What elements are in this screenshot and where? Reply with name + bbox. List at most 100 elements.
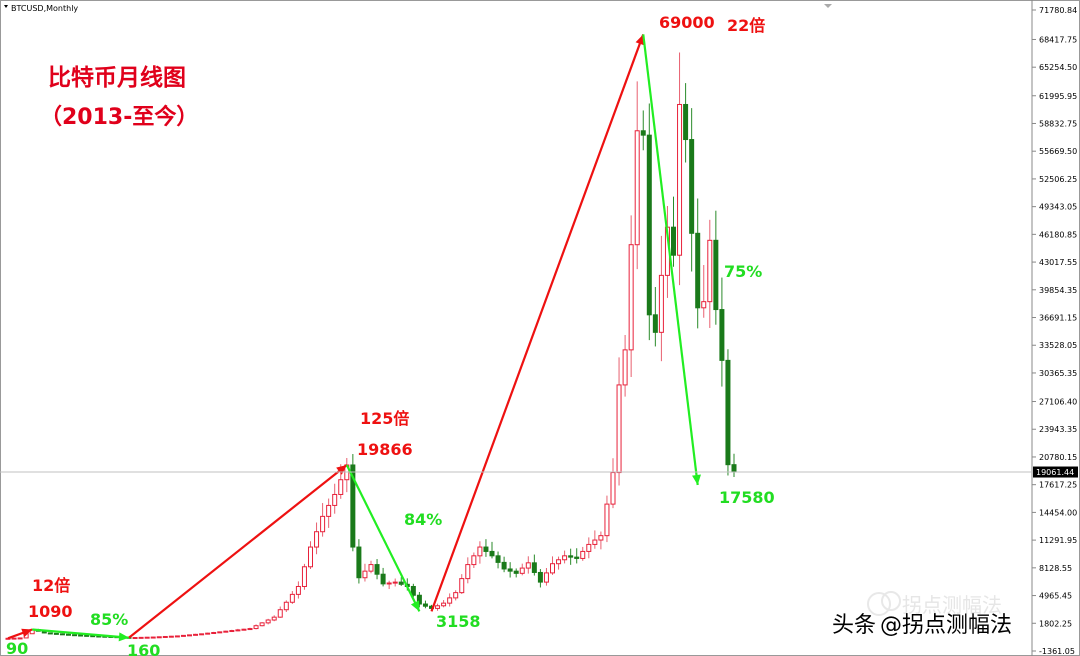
candle-body [138,636,144,639]
y-tick-label: 71780.84 [1039,6,1077,15]
candle-body [725,359,731,466]
candle-body [441,602,447,607]
chart-title: 比特币月线图 [48,64,186,91]
candle-body [513,570,519,574]
candle-body [622,349,628,386]
candle-body [422,603,428,607]
watermark: 拐点测幅法 头条 @拐点测幅法 [832,591,1012,638]
candle-body [78,634,84,637]
candle-body [610,472,616,505]
candle-body [695,232,701,309]
candle-body [132,637,138,640]
annotation-label: 17580 [719,488,775,507]
trend-line-down [32,628,130,639]
arrow-head-icon [118,632,129,642]
candle-body [301,566,307,587]
candle-body [398,581,404,585]
y-tick-label: 1802.25 [1039,619,1072,628]
candle-body [150,636,156,639]
candle-body [592,539,598,545]
candle-body [205,632,211,635]
y-tick-label: 30365.35 [1039,369,1077,378]
candle-body [556,559,562,565]
candle-body [501,561,507,570]
candle-body [168,635,174,638]
annotation-label: 85% [90,610,128,629]
candle-body [677,103,683,256]
candle-body [598,535,604,541]
candle-body [537,571,543,583]
candle-body [241,628,247,631]
annotation-label: 84% [404,510,442,529]
annotation-label: 75% [724,262,762,281]
candle-body [338,479,344,495]
y-tick-label: 61995.95 [1039,92,1077,101]
watermark-platform: 头条 [832,613,876,638]
candle-body [380,573,386,585]
candle-body [550,563,555,574]
y-tick-label: 11291.95 [1039,536,1077,545]
candle-body [646,134,652,316]
y-tick-label: 4965.45 [1039,592,1072,601]
candle-body [543,572,549,583]
candle-body [84,634,90,637]
annotation-label: 160 [127,641,160,656]
candle-body [477,546,483,557]
candle-body [283,601,289,611]
y-tick-label: 8128.55 [1039,564,1072,573]
candle-body [199,633,205,636]
candle-body [259,622,265,627]
y-tick-label: 49343.05 [1039,203,1077,212]
candle-body [223,630,229,633]
candle-body [289,593,295,603]
candle-body [308,546,313,568]
candle-body [247,628,253,631]
current-price-label: 19061.44 [1036,468,1074,477]
arrow-head-icon [21,628,33,638]
watermark-faded-account: 拐点测幅法 [902,593,1002,617]
scroll-arrow-icon[interactable] [824,4,832,8]
candle-body [271,616,277,621]
candle-body [211,631,217,634]
arrow-head-icon [635,34,645,46]
trend-line-up [128,464,348,639]
y-tick-label: 46180.85 [1039,230,1077,239]
y-tick-label: -1361.05 [1039,647,1075,656]
candle-body [53,632,59,635]
candle-body [616,384,622,474]
candle-body [701,301,707,309]
candle-body [628,244,634,351]
candle-body [604,503,610,537]
candle-body [235,629,241,632]
annotation-label: 69000 [659,13,715,32]
candle-body [295,585,301,595]
annotation-label: 12倍 [32,576,70,595]
annotation-label: 22倍 [727,16,765,35]
candle-body [586,543,592,552]
wechat-logo-icon [867,592,891,616]
y-tick-label: 68417.75 [1039,35,1077,44]
candle-body [483,546,489,552]
y-tick-label: 43017.55 [1039,258,1077,267]
candle-body [180,634,186,637]
candle-body [689,139,695,234]
candle-body [162,635,168,638]
candle-body [187,634,192,637]
annotation-label: 19866 [357,440,413,459]
chart-subtitle: （2013-至今） [40,104,198,130]
candle-body [320,515,326,533]
candle-body [332,493,338,506]
y-tick-label: 36691.15 [1039,314,1077,323]
y-tick-label: 65254.50 [1039,63,1077,72]
candle-body [265,619,271,624]
candle-body [652,314,658,333]
candle-body [374,564,380,575]
candle-body [66,633,71,636]
candle-body [368,564,374,572]
candle-body [731,464,737,473]
candle-body [47,632,53,635]
candle-body [253,625,259,630]
candle-body [640,130,646,136]
